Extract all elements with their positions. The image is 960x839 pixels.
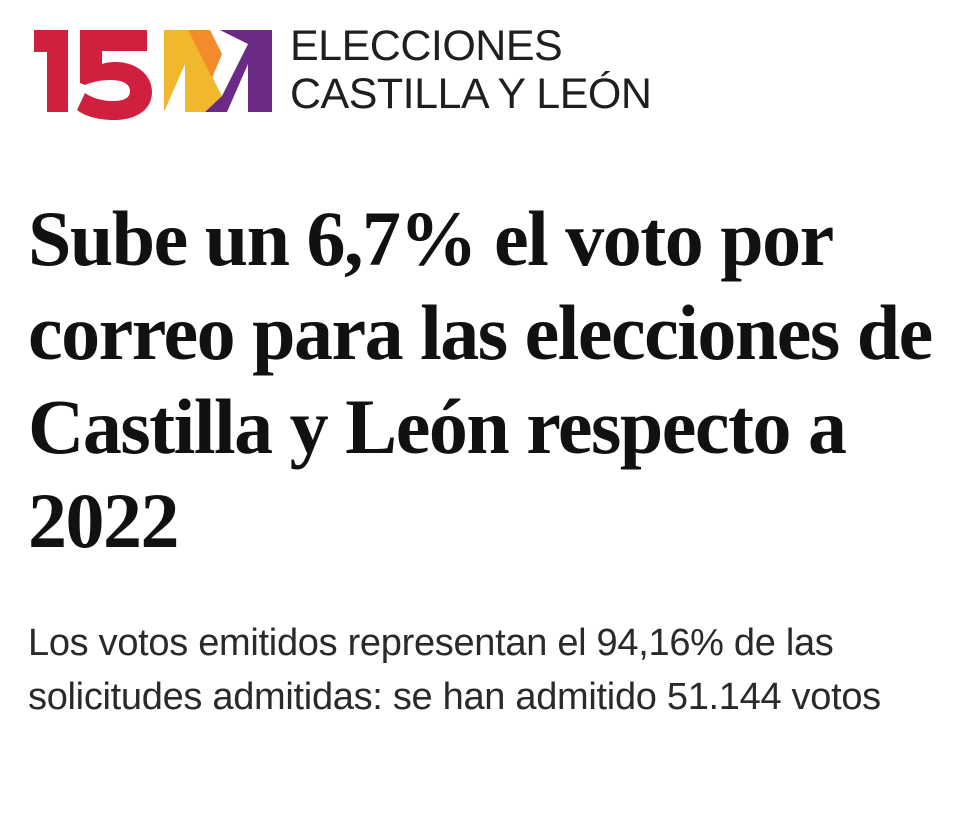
kicker-line-elecciones: ELECCIONES bbox=[290, 22, 563, 70]
article-headline: Sube un 6,7% el voto por correo para las… bbox=[28, 195, 933, 564]
article-subheadline: Los votos emitidos representan el 94,16%… bbox=[28, 622, 881, 718]
15m-logo-mark bbox=[34, 30, 272, 120]
election-kicker: ELECCIONES CASTILLA Y LEÓN bbox=[290, 22, 730, 118]
election-header: ELECCIONES CASTILLA Y LEÓN bbox=[22, 20, 722, 130]
kicker-line-castilla-leon: CASTILLA Y LEÓN bbox=[290, 70, 652, 118]
15m-logo bbox=[22, 20, 282, 120]
